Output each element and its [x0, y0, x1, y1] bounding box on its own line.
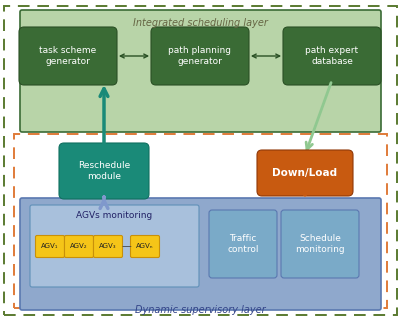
Text: —: — [122, 241, 132, 251]
Text: AGV₂: AGV₂ [70, 243, 88, 249]
FancyBboxPatch shape [65, 235, 93, 257]
Text: Dynamic supervisory layer: Dynamic supervisory layer [135, 305, 265, 315]
FancyBboxPatch shape [36, 235, 65, 257]
FancyBboxPatch shape [20, 10, 381, 132]
Bar [14, 134, 387, 308]
FancyBboxPatch shape [19, 27, 117, 85]
FancyBboxPatch shape [209, 210, 277, 278]
Text: path expert
database: path expert database [306, 46, 358, 66]
Text: AGVs monitoring: AGVs monitoring [76, 211, 153, 220]
Text: path planning
generator: path planning generator [168, 46, 231, 66]
Text: task scheme
generator: task scheme generator [39, 46, 97, 66]
FancyBboxPatch shape [283, 27, 381, 85]
FancyBboxPatch shape [93, 235, 122, 257]
Text: Traffic
control: Traffic control [227, 234, 259, 254]
FancyBboxPatch shape [30, 205, 199, 287]
Text: AGV₃: AGV₃ [99, 243, 117, 249]
FancyBboxPatch shape [130, 235, 160, 257]
FancyBboxPatch shape [59, 143, 149, 199]
Text: Schedule
monitoring: Schedule monitoring [295, 234, 345, 254]
FancyBboxPatch shape [20, 198, 381, 310]
Text: Integrated scheduling layer: Integrated scheduling layer [133, 18, 267, 28]
FancyBboxPatch shape [281, 210, 359, 278]
Text: AGVₙ: AGVₙ [136, 243, 154, 249]
FancyBboxPatch shape [151, 27, 249, 85]
Text: Reschedule
module: Reschedule module [78, 161, 130, 181]
FancyBboxPatch shape [257, 150, 353, 196]
Text: AGV₁: AGV₁ [41, 243, 59, 249]
Text: Down/Load: Down/Load [272, 168, 338, 178]
